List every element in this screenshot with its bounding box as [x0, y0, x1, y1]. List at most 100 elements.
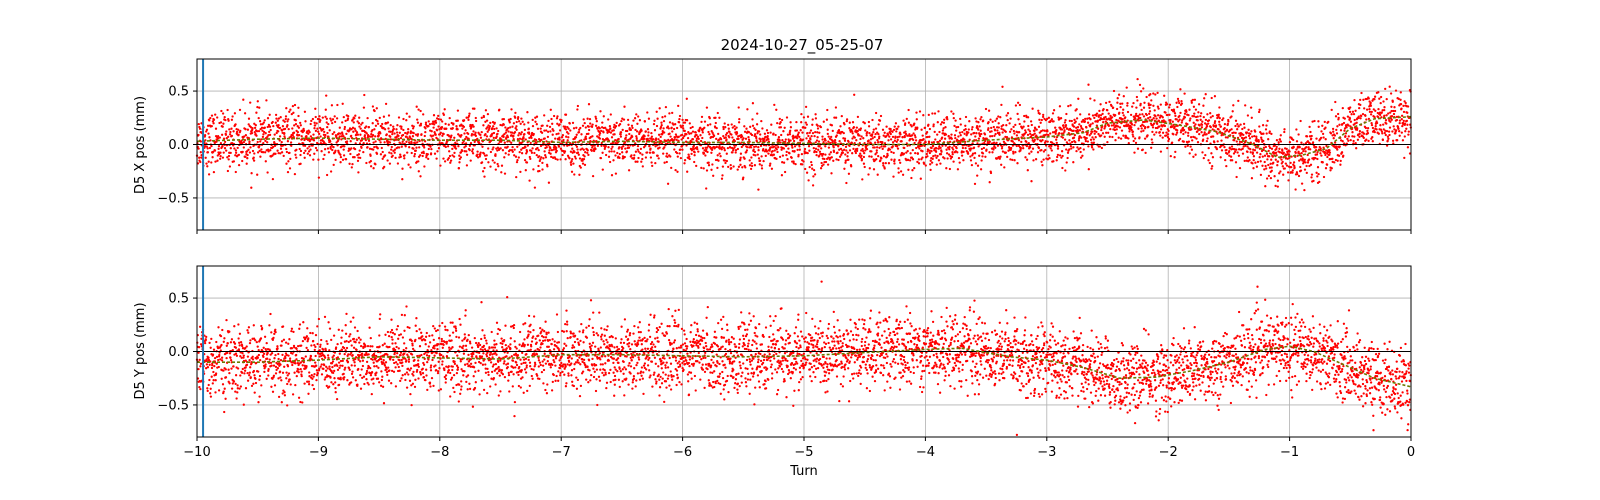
- data-point: [371, 122, 374, 125]
- data-point: [1276, 185, 1279, 188]
- data-point: [660, 140, 663, 143]
- data-point: [575, 145, 579, 148]
- data-point: [664, 105, 668, 109]
- data-point: [583, 121, 586, 125]
- data-point: [441, 120, 444, 123]
- data-point: [380, 146, 383, 150]
- data-point: [435, 129, 439, 132]
- data-point: [358, 149, 361, 152]
- data-point: [1100, 134, 1103, 137]
- data-point: [962, 159, 965, 162]
- data-point: [541, 168, 544, 171]
- data-point: [751, 118, 754, 121]
- data-point: [281, 125, 285, 128]
- data-point: [452, 155, 456, 158]
- data-point: [920, 158, 923, 161]
- data-point: [845, 181, 848, 185]
- data-point: [424, 127, 427, 130]
- data-point: [325, 173, 329, 177]
- data-point: [1006, 118, 1009, 122]
- data-point: [959, 117, 962, 121]
- data-point: [835, 158, 838, 161]
- data-point: [893, 162, 896, 165]
- data-point: [594, 115, 597, 118]
- data-point: [827, 135, 830, 138]
- data-point: [1314, 156, 1317, 160]
- data-point: [708, 133, 711, 136]
- data-point: [221, 156, 225, 159]
- data-point: [1282, 151, 1285, 154]
- data-point: [1336, 112, 1340, 116]
- data-point: [861, 147, 864, 151]
- data-point: [1203, 131, 1206, 134]
- data-point: [797, 131, 800, 134]
- data-point: [1234, 124, 1237, 128]
- data-point: [907, 168, 910, 171]
- data-point: [1077, 148, 1080, 151]
- data-point: [1169, 154, 1172, 158]
- data-point: [1266, 119, 1269, 123]
- data-point: [1242, 122, 1246, 126]
- data-point: [260, 126, 264, 129]
- data-point: [635, 113, 638, 116]
- data-point: [352, 130, 355, 133]
- data-point: [448, 116, 451, 120]
- data-point: [995, 117, 999, 120]
- data-point: [997, 126, 1000, 129]
- data-point: [442, 157, 445, 160]
- data-point: [574, 141, 577, 144]
- data-point: [759, 138, 762, 141]
- data-point: [992, 148, 995, 151]
- data-point: [214, 113, 217, 116]
- data-point: [1311, 141, 1315, 144]
- data-point: [1332, 130, 1335, 133]
- data-point: [802, 160, 805, 163]
- data-point: [448, 150, 451, 153]
- data-point: [503, 172, 507, 175]
- data-point: [212, 150, 215, 154]
- data-point: [393, 151, 396, 154]
- data-point: [832, 159, 835, 162]
- data-point: [1130, 123, 1134, 126]
- data-point: [643, 137, 646, 140]
- data-point: [612, 129, 615, 132]
- data-point: [980, 115, 983, 119]
- data-point: [335, 134, 338, 137]
- data-point: [943, 157, 946, 160]
- data-point: [1192, 105, 1196, 108]
- data-point: [463, 132, 466, 135]
- data-point: [622, 118, 626, 121]
- data-point: [723, 149, 726, 152]
- data-point: [855, 126, 858, 129]
- data-point: [829, 151, 833, 154]
- data-point: [328, 129, 331, 132]
- data-point: [893, 158, 896, 161]
- data-point: [737, 106, 740, 109]
- data-point: [648, 144, 651, 147]
- data-point: [1132, 139, 1135, 143]
- data-point: [1055, 128, 1058, 132]
- data-point: [874, 127, 878, 130]
- data-point: [374, 140, 377, 143]
- data-point: [311, 117, 315, 121]
- data-point: [1166, 146, 1169, 150]
- data-point: [546, 165, 549, 168]
- data-point: [1066, 151, 1070, 154]
- data-point: [1232, 104, 1235, 107]
- data-point: [601, 121, 604, 124]
- data-point: [465, 150, 468, 153]
- data-point: [732, 165, 735, 168]
- data-point: [230, 118, 234, 121]
- data-point: [564, 125, 567, 128]
- data-point: [246, 153, 249, 157]
- data-point: [824, 145, 827, 148]
- data-point: [262, 142, 265, 145]
- data-point: [914, 136, 917, 139]
- data-point: [573, 155, 577, 158]
- data-point: [1153, 133, 1156, 136]
- data-point: [369, 159, 373, 163]
- data-point: [764, 154, 767, 158]
- data-point: [796, 148, 799, 152]
- data-point: [852, 147, 855, 151]
- data-point: [1146, 134, 1149, 137]
